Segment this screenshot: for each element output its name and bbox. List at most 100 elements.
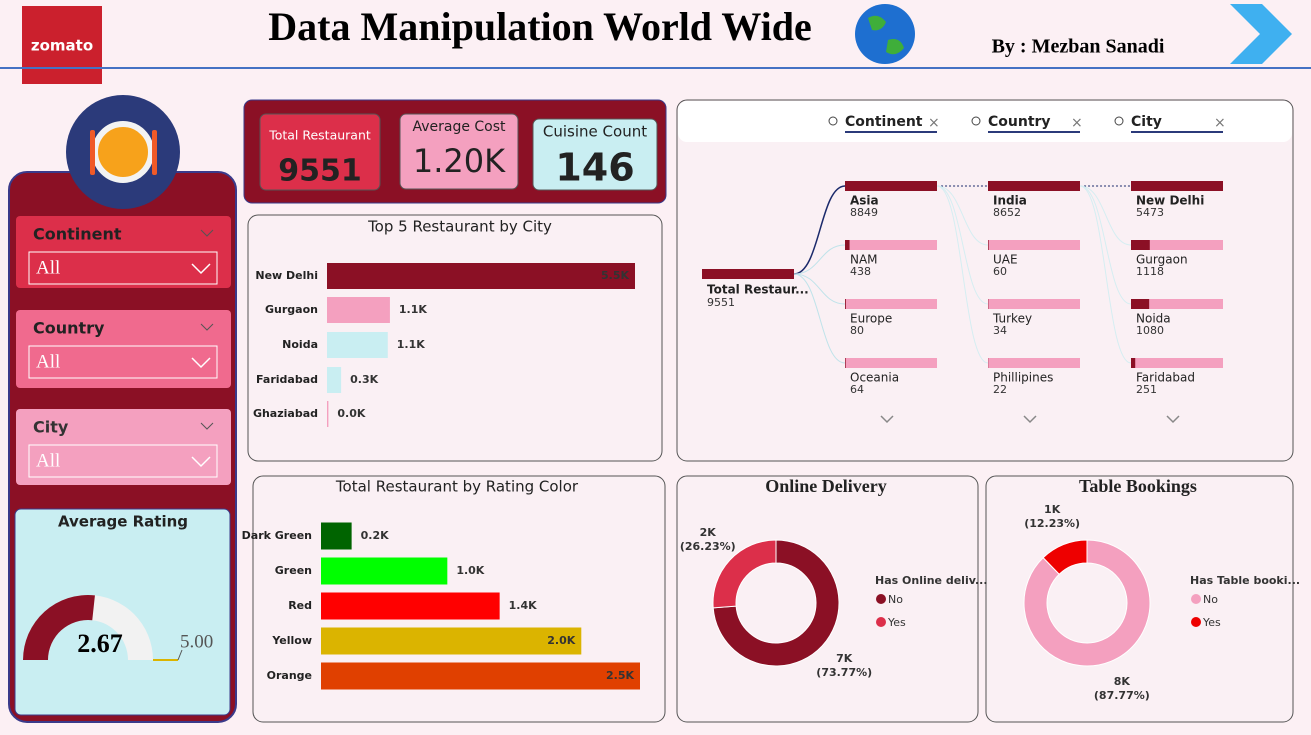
bulb-icon bbox=[971, 116, 981, 126]
category-label: Orange bbox=[267, 669, 312, 682]
tree-node-name: Oceania bbox=[850, 371, 899, 385]
tree-bar-track bbox=[845, 299, 937, 309]
dropdown[interactable] bbox=[28, 251, 218, 285]
bar[interactable] bbox=[327, 297, 390, 323]
tree-root-bar bbox=[702, 269, 794, 279]
tree-node-value: 34 bbox=[993, 324, 1007, 337]
data-label: 1K bbox=[1044, 503, 1061, 516]
bar[interactable] bbox=[321, 522, 352, 550]
pie-slice[interactable] bbox=[1042, 539, 1088, 575]
slicer-label: Country bbox=[33, 319, 105, 338]
kpi-value: 9551 bbox=[278, 154, 362, 189]
tree-node-value: 8652 bbox=[993, 206, 1021, 219]
legend-label: Yes bbox=[887, 616, 906, 629]
data-label: 7K bbox=[836, 652, 853, 665]
bar[interactable] bbox=[321, 627, 582, 655]
tree-bar-track bbox=[1131, 358, 1223, 368]
slicer-chevron bbox=[200, 229, 214, 237]
dropdown[interactable] bbox=[28, 345, 218, 379]
category-label: Yellow bbox=[271, 634, 312, 647]
chart-title: Table Bookings bbox=[1079, 476, 1197, 496]
chart-title: Online Delivery bbox=[765, 476, 886, 496]
kpi-value: 1.20K bbox=[413, 142, 506, 180]
kpi-label: Cuisine Count bbox=[543, 123, 647, 141]
pie-slice[interactable] bbox=[712, 539, 840, 667]
category-label: New Delhi bbox=[255, 269, 318, 282]
tree-bar[interactable] bbox=[845, 299, 846, 309]
level-close: × bbox=[1071, 115, 1083, 131]
dropdown-chevron bbox=[191, 456, 211, 468]
tree-node-value: 8849 bbox=[850, 206, 878, 219]
bulb-icon bbox=[1114, 116, 1124, 126]
level-close: × bbox=[1214, 115, 1226, 131]
tree-bar[interactable] bbox=[845, 358, 846, 368]
tree-bar[interactable] bbox=[1131, 358, 1136, 368]
tree-node-name: Phillipines bbox=[993, 371, 1053, 385]
next-arrow[interactable] bbox=[1230, 4, 1292, 64]
tree-bar[interactable] bbox=[1131, 299, 1150, 309]
tree-link bbox=[1079, 185, 1132, 364]
data-label: 2.0K bbox=[547, 634, 575, 647]
data-label: 1.1K bbox=[397, 338, 425, 351]
tree-node-value: 80 bbox=[850, 324, 864, 337]
level-label: Continent bbox=[845, 114, 923, 130]
tree-link bbox=[793, 185, 846, 275]
expand-chevron[interactable] bbox=[1023, 415, 1037, 424]
slicer-chevron bbox=[200, 323, 214, 331]
tree-node-value: 1118 bbox=[1136, 265, 1164, 278]
level-close: × bbox=[928, 115, 940, 131]
bar[interactable] bbox=[321, 592, 500, 620]
legend-label: No bbox=[888, 593, 903, 606]
expand-chevron[interactable] bbox=[1166, 415, 1180, 424]
legend-swatch bbox=[876, 617, 886, 627]
level-label: Country bbox=[988, 114, 1051, 130]
bar[interactable] bbox=[327, 401, 329, 427]
tree-node-name: Asia bbox=[850, 194, 879, 208]
pie-slice[interactable] bbox=[1023, 539, 1151, 667]
tree-bar[interactable] bbox=[845, 240, 850, 250]
data-label: 1.4K bbox=[509, 599, 537, 612]
kpi-label: Average Cost bbox=[412, 119, 506, 135]
dropdown-value: All bbox=[36, 351, 60, 372]
slicer-label: Continent bbox=[33, 225, 122, 244]
legend-swatch bbox=[876, 594, 886, 604]
pie-slice[interactable] bbox=[712, 539, 777, 609]
legend-label: Yes bbox=[1202, 616, 1221, 629]
tree-node-value: 64 bbox=[850, 383, 864, 396]
spoon bbox=[90, 130, 95, 175]
bar[interactable] bbox=[327, 367, 342, 393]
dropdown-value: All bbox=[36, 257, 60, 278]
chart-title: Total Restaurant by Rating Color bbox=[335, 478, 579, 496]
tree-bar[interactable] bbox=[845, 181, 937, 191]
bar[interactable] bbox=[327, 263, 635, 289]
tree-link bbox=[1079, 185, 1132, 246]
tree-bar[interactable] bbox=[988, 240, 989, 250]
bar[interactable] bbox=[321, 662, 640, 690]
bar[interactable] bbox=[321, 557, 448, 585]
tree-bar-track bbox=[845, 240, 937, 250]
legend-label: No bbox=[1203, 593, 1218, 606]
tree-root-value: 9551 bbox=[707, 296, 735, 309]
tree-bar[interactable] bbox=[1131, 240, 1150, 250]
bar[interactable] bbox=[327, 332, 388, 358]
dropdown-chevron bbox=[191, 357, 211, 369]
tree-bar-track bbox=[988, 240, 1080, 250]
data-label: 0.3K bbox=[350, 373, 378, 386]
dropdown[interactable] bbox=[28, 444, 218, 478]
bulb-icon bbox=[828, 116, 838, 126]
slicer-box bbox=[16, 310, 231, 388]
data-label: 8K bbox=[1114, 675, 1131, 688]
legend-title: Has Table booki... bbox=[1190, 574, 1300, 587]
globe-land bbox=[868, 15, 904, 55]
tree-bar[interactable] bbox=[1131, 181, 1223, 191]
expand-chevron[interactable] bbox=[880, 415, 894, 424]
slicer-box bbox=[16, 409, 231, 485]
slicer-chevron bbox=[200, 422, 214, 430]
category-label: Green bbox=[275, 564, 312, 577]
tree-node-name: Turkey bbox=[992, 312, 1032, 326]
author: By : Mezban Sanadi bbox=[992, 36, 1165, 58]
data-label: (26.23%) bbox=[680, 540, 736, 553]
tree-node-name: Faridabad bbox=[1136, 371, 1195, 385]
tree-bar[interactable] bbox=[988, 181, 1080, 191]
